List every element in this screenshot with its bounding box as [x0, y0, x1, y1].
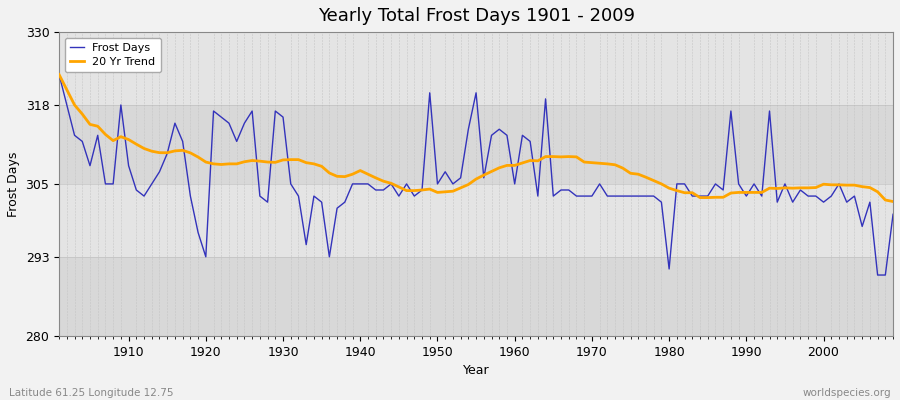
Frost Days — [285, 182, 296, 186]
20 Yr Trend — [602, 162, 613, 166]
Bar — [59, 184, 893, 257]
Y-axis label: Frost Days: Frost Days — [7, 151, 20, 217]
20 Yr Trend — [501, 163, 512, 168]
Bar — [59, 32, 893, 105]
Title: Yearly Total Frost Days 1901 - 2009: Yearly Total Frost Days 1901 - 2009 — [318, 7, 634, 25]
20 Yr Trend — [54, 72, 65, 77]
Bar — [59, 105, 893, 184]
20 Yr Trend — [332, 174, 343, 179]
Frost Days — [887, 212, 898, 217]
Frost Days — [509, 182, 520, 186]
Frost Days — [602, 194, 613, 198]
20 Yr Trend — [115, 134, 126, 139]
20 Yr Trend — [509, 163, 520, 168]
Frost Days — [501, 133, 512, 138]
Bar — [59, 257, 893, 336]
Line: 20 Yr Trend: 20 Yr Trend — [59, 74, 893, 202]
Frost Days — [872, 273, 883, 278]
20 Yr Trend — [285, 157, 296, 162]
Frost Days — [115, 102, 126, 107]
Text: worldspecies.org: worldspecies.org — [803, 388, 891, 398]
20 Yr Trend — [887, 199, 898, 204]
Legend: Frost Days, 20 Yr Trend: Frost Days, 20 Yr Trend — [65, 38, 161, 72]
Frost Days — [332, 206, 343, 211]
X-axis label: Year: Year — [463, 364, 490, 377]
Text: Latitude 61.25 Longitude 12.75: Latitude 61.25 Longitude 12.75 — [9, 388, 174, 398]
Frost Days — [54, 72, 65, 77]
Line: Frost Days: Frost Days — [59, 74, 893, 275]
